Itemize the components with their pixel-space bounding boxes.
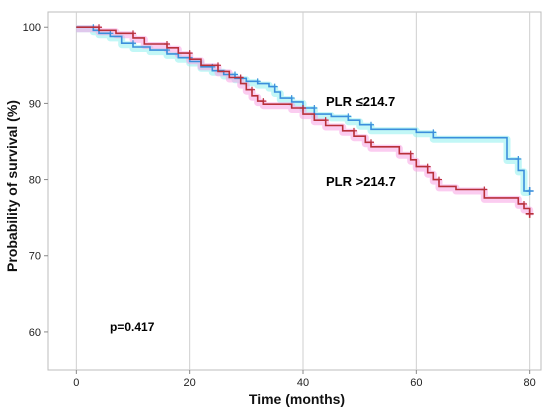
censor-mark: [215, 62, 221, 69]
censor-mark: [368, 121, 374, 128]
y-tick-label: 80: [29, 175, 41, 187]
censor-mark: [311, 104, 318, 111]
x-tick-label: 60: [410, 377, 422, 389]
censor-mark-end: [525, 209, 534, 218]
series-band-0: [76, 25, 530, 196]
censor-mark: [164, 40, 170, 47]
censor-mark: [481, 186, 488, 193]
y-tick-label: 70: [29, 251, 41, 263]
censor-mark: [322, 117, 329, 124]
censor-mark: [515, 156, 522, 163]
censor-mark-end: [525, 187, 534, 195]
censor-mark: [521, 200, 527, 207]
y-axis-label: Probability of survival (%): [4, 100, 20, 272]
series-line-0: [76, 26, 530, 192]
censor-mark: [130, 40, 136, 47]
censor-mark: [249, 86, 255, 93]
series-label-plr-low: PLR ≤214.7: [326, 94, 395, 109]
censor-mark: [430, 129, 437, 136]
censor-mark: [107, 30, 114, 37]
x-axis-label: Time (months): [249, 391, 345, 407]
censor-mark: [345, 113, 352, 120]
censor-mark: [288, 95, 295, 102]
y-tick-label: 100: [23, 22, 41, 34]
censor-marks-1: [96, 24, 534, 218]
x-tick-label: 40: [297, 377, 309, 389]
censor-mark: [351, 127, 357, 134]
censor-mark: [436, 176, 442, 183]
censor-mark: [300, 104, 306, 111]
x-tick-label: 20: [184, 377, 196, 389]
censor-mark: [237, 74, 244, 81]
censor-mark: [254, 78, 261, 85]
censor-mark: [130, 30, 136, 37]
censor-mark: [271, 83, 278, 90]
censor-mark: [232, 71, 238, 78]
series-label-plr-high: PLR >214.7: [326, 174, 396, 189]
y-tick-label: 60: [29, 327, 41, 339]
censor-mark: [186, 50, 193, 57]
censor-mark: [96, 24, 102, 31]
x-tick-label: 0: [73, 377, 79, 389]
censor-mark: [424, 163, 431, 170]
censor-mark: [260, 98, 267, 105]
censor-mark: [407, 150, 414, 157]
p-value-annotation: p=0.417: [110, 320, 155, 334]
censor-mark: [368, 139, 374, 146]
y-tick-label: 90: [29, 98, 41, 110]
x-tick-label: 80: [524, 377, 536, 389]
